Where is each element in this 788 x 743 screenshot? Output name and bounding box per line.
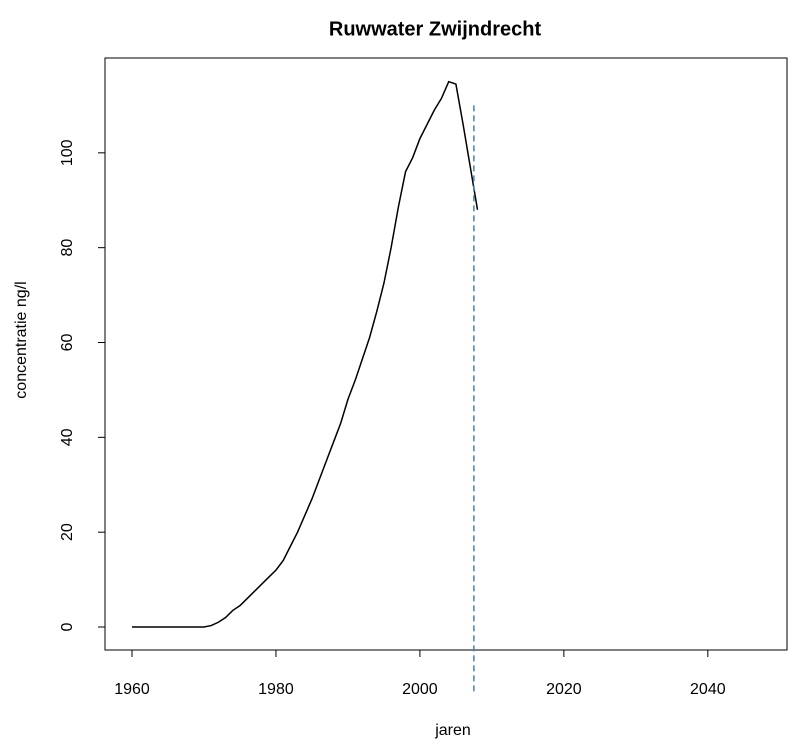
x-tick-label: 2000 [402, 681, 438, 698]
chart-title: Ruwwater Zwijndrecht [329, 18, 542, 40]
data-line [131, 80, 479, 628]
x-tick-label: 1960 [114, 681, 150, 698]
y-tick-label: 0 [59, 622, 76, 631]
x-tick-label: 2040 [690, 681, 726, 698]
y-tick-label: 80 [59, 239, 76, 257]
x-tick-label: 1980 [258, 681, 294, 698]
y-tick-label: 40 [59, 428, 76, 446]
y-tick-label: 20 [59, 523, 76, 541]
y-axis-label: concentratie ng/l [13, 281, 30, 398]
x-axis-label: jaren [434, 722, 471, 739]
x-tick-label: 2020 [546, 681, 582, 698]
y-tick-label: 100 [59, 139, 76, 166]
plot-frame [104, 57, 788, 651]
y-tick-label: 60 [59, 334, 76, 352]
